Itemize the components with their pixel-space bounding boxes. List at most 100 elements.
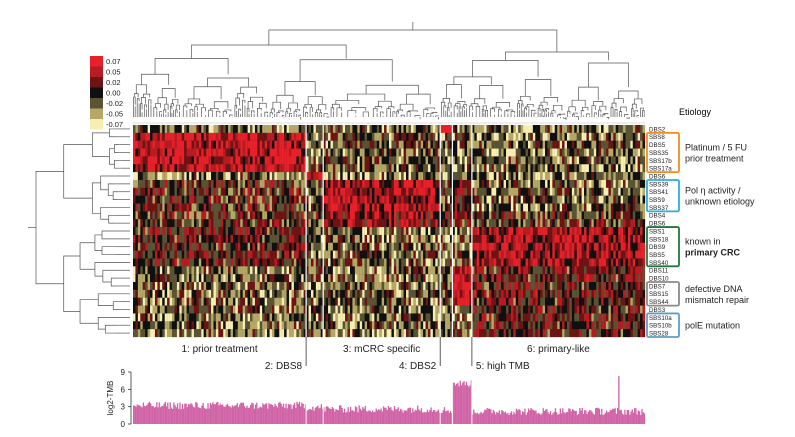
heatmap-cell	[220, 156, 224, 165]
heatmap-cell	[513, 211, 516, 220]
heatmap-cell	[364, 156, 368, 165]
heatmap-cell	[279, 125, 282, 133]
heatmap-cell	[276, 179, 280, 188]
heatmap-cell	[588, 140, 592, 149]
heatmap-cell	[135, 242, 139, 251]
heatmap-cell	[440, 195, 443, 204]
heatmap-cell	[189, 164, 192, 173]
heatmap-cell	[301, 274, 304, 283]
heatmap-cell	[186, 250, 190, 259]
heatmap-cell	[303, 274, 307, 283]
heatmap-cell	[566, 266, 570, 275]
heatmap-cell	[510, 164, 514, 173]
heatmap-cell	[488, 187, 492, 196]
heatmap-cell	[571, 282, 575, 291]
heatmap-cell	[515, 266, 519, 275]
heatmap-cell	[364, 234, 368, 243]
heatmap-cell	[172, 258, 175, 267]
heatmap-cell	[310, 203, 314, 212]
heatmap-cell	[486, 203, 490, 212]
heatmap-cell	[479, 234, 482, 243]
heatmap-cell	[391, 164, 395, 173]
heatmap-cell	[389, 289, 392, 298]
heatmap-cell	[335, 172, 338, 181]
dendrogram-branch	[524, 79, 552, 97]
heatmap-cell	[335, 250, 338, 259]
heatmap-cell	[459, 148, 463, 157]
heatmap-cell	[237, 187, 241, 196]
heatmap-cell	[364, 289, 368, 298]
heatmap-cell	[345, 156, 348, 165]
heatmap-cell	[237, 125, 241, 133]
heatmap-cell	[291, 140, 295, 149]
dendrogram-branch	[504, 51, 609, 61]
heatmap-cell	[364, 227, 368, 236]
heatmap-cell	[493, 140, 497, 149]
heatmap-cell	[579, 234, 582, 243]
heatmap-cell	[162, 274, 165, 283]
heatmap-cell	[469, 266, 473, 275]
heatmap-cell	[584, 219, 587, 228]
heatmap-cell	[269, 179, 273, 188]
heatmap-cell	[596, 187, 599, 196]
dendrogram-branch	[540, 101, 548, 106]
heatmap-cell	[527, 132, 531, 141]
heatmap-cell	[569, 227, 573, 236]
heatmap-cell	[267, 203, 270, 212]
heatmap-cell	[140, 187, 143, 196]
heatmap-cell	[457, 203, 460, 212]
heatmap-cell	[323, 234, 326, 243]
heatmap-cell	[357, 140, 360, 149]
heatmap-cell	[154, 125, 158, 133]
heatmap-cell	[598, 140, 602, 149]
heatmap-cell	[284, 156, 287, 165]
heatmap-cell	[150, 227, 153, 236]
heatmap-cell	[488, 219, 492, 228]
heatmap-cell	[525, 282, 529, 291]
heatmap-cell	[340, 242, 343, 251]
heatmap-cell	[364, 274, 368, 283]
heatmap-cell	[527, 211, 531, 220]
heatmap-cell	[581, 234, 585, 243]
heatmap-cell	[425, 266, 429, 275]
heatmap-cell	[488, 282, 492, 291]
heatmap-cell	[164, 179, 168, 188]
heatmap-cell	[408, 242, 412, 251]
heatmap-cell	[440, 148, 443, 157]
heatmap-cell	[635, 125, 638, 133]
heatmap-cell	[588, 274, 592, 283]
heatmap-cell	[167, 274, 170, 283]
heatmap-cell	[464, 187, 468, 196]
heatmap-cell	[213, 274, 217, 283]
heatmap-cell	[623, 282, 626, 291]
heatmap-cell	[142, 242, 146, 251]
heatmap-cell	[415, 164, 419, 173]
heatmap-cell	[457, 211, 460, 220]
heatmap-cell	[315, 234, 319, 243]
heatmap-cell	[220, 289, 224, 298]
heatmap-cell	[220, 187, 224, 196]
heatmap-cell	[574, 179, 577, 188]
heatmap-cell	[474, 234, 477, 243]
heatmap-cell	[137, 132, 141, 141]
heatmap-cell	[257, 164, 260, 173]
heatmap-cell	[242, 195, 246, 204]
heatmap-cell	[345, 234, 348, 243]
heatmap-cell	[274, 242, 277, 251]
heatmap-cell	[425, 227, 429, 236]
heatmap-cell	[142, 148, 146, 157]
heatmap-cell	[442, 274, 446, 283]
heatmap-cell	[598, 274, 602, 283]
heatmap-cell	[332, 195, 336, 204]
heatmap-cell	[337, 250, 341, 259]
heatmap-cell	[150, 242, 153, 251]
heatmap-cell	[432, 172, 436, 181]
heatmap-cell	[140, 282, 143, 291]
heatmap-cell	[167, 250, 170, 259]
heatmap-cell	[432, 258, 436, 267]
heatmap-cell	[406, 219, 409, 228]
dendrogram-branch	[470, 103, 479, 107]
heatmap-cell	[484, 234, 487, 243]
heatmap-cell	[637, 234, 641, 243]
heatmap-cell	[610, 148, 614, 157]
